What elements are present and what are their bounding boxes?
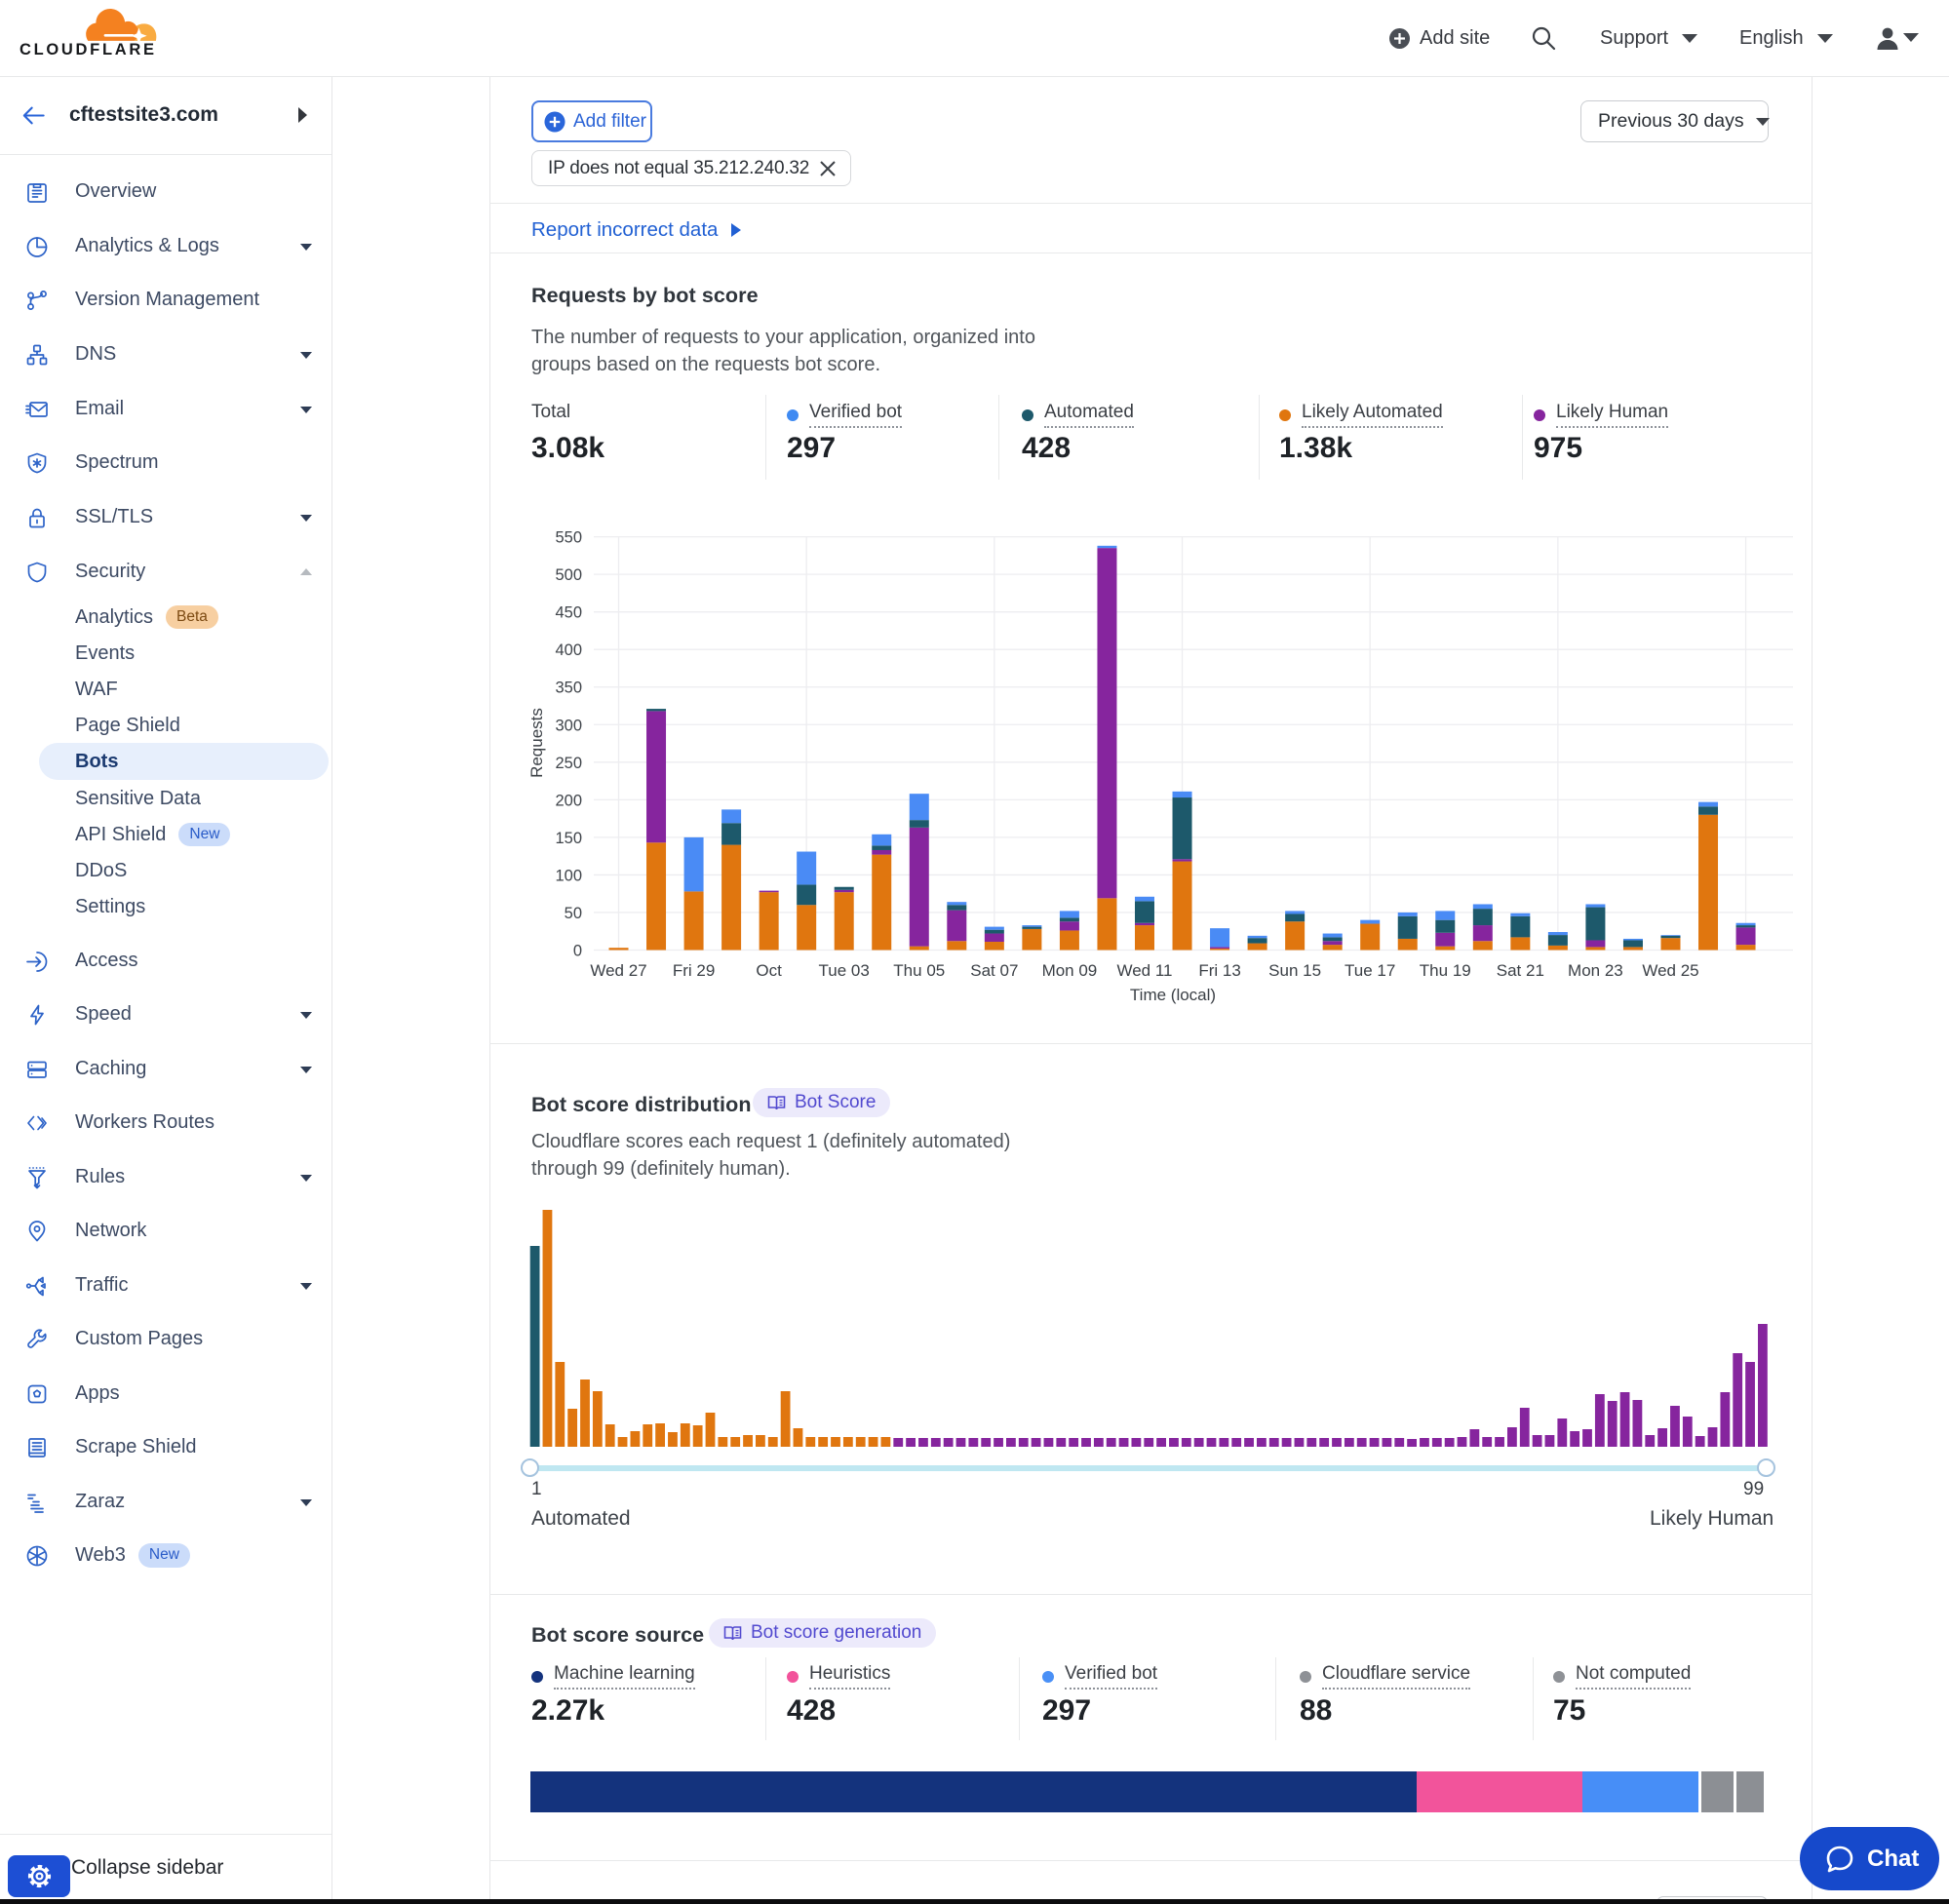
svg-text:Tue 17: Tue 17 <box>1345 961 1395 980</box>
svg-text:Wed 25: Wed 25 <box>1642 961 1698 980</box>
svg-text:Fri 13: Fri 13 <box>1198 961 1240 980</box>
svg-text:550: 550 <box>555 529 582 547</box>
svg-text:Requests: Requests <box>527 708 546 778</box>
svg-text:Sat 07: Sat 07 <box>970 961 1018 980</box>
svg-text:250: 250 <box>555 755 582 772</box>
svg-text:Sun 15: Sun 15 <box>1268 961 1321 980</box>
svg-text:150: 150 <box>555 830 582 847</box>
svg-text:100: 100 <box>555 867 582 884</box>
svg-text:Tue 03: Tue 03 <box>819 961 870 980</box>
svg-text:400: 400 <box>555 641 582 659</box>
svg-text:Mon 23: Mon 23 <box>1568 961 1623 980</box>
svg-text:Wed 27: Wed 27 <box>590 961 646 980</box>
svg-text:Wed 11: Wed 11 <box>1116 961 1172 980</box>
svg-text:450: 450 <box>555 604 582 622</box>
svg-text:0: 0 <box>573 942 582 959</box>
svg-text:Thu 05: Thu 05 <box>893 961 945 980</box>
svg-text:Sat 21: Sat 21 <box>1497 961 1544 980</box>
svg-text:50: 50 <box>565 905 582 922</box>
svg-text:Oct: Oct <box>756 961 782 980</box>
svg-text:300: 300 <box>555 717 582 734</box>
svg-text:Mon 09: Mon 09 <box>1042 961 1098 980</box>
svg-text:Time (local): Time (local) <box>1130 986 1216 1004</box>
svg-text:Fri 29: Fri 29 <box>673 961 715 980</box>
svg-text:350: 350 <box>555 680 582 697</box>
svg-text:500: 500 <box>555 566 582 584</box>
svg-text:200: 200 <box>555 792 582 809</box>
svg-text:Thu 19: Thu 19 <box>1420 961 1471 980</box>
